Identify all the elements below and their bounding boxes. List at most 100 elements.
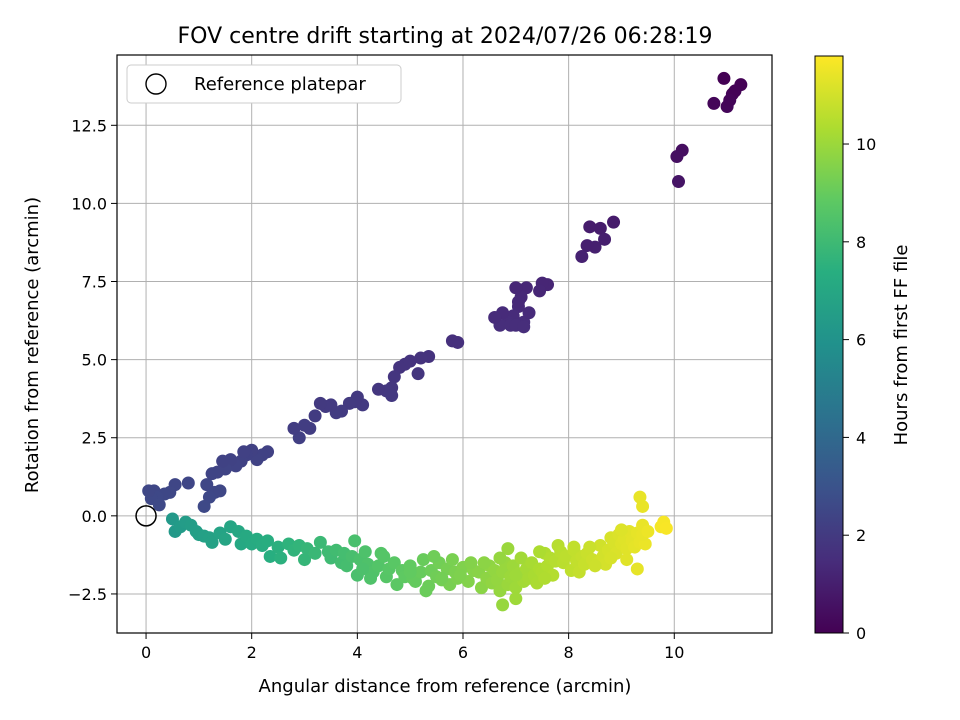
- scatter-point: [342, 396, 356, 410]
- scatter-point: [237, 445, 251, 459]
- scatter-point: [358, 545, 372, 559]
- scatter-point: [427, 549, 441, 563]
- scatter-point: [453, 568, 467, 582]
- scatter-point: [216, 454, 230, 468]
- scatter-point: [575, 250, 589, 264]
- scatter-point: [390, 578, 404, 592]
- scatter-point: [200, 478, 214, 492]
- scatter-point: [607, 215, 621, 229]
- scatter-point: [672, 175, 686, 189]
- y-tick-label: 5.0: [82, 351, 107, 370]
- scatter-point: [181, 476, 195, 490]
- x-tick-label: 10: [664, 643, 684, 662]
- scatter-point: [496, 598, 510, 612]
- scatter-point: [493, 551, 507, 565]
- data-points: [135, 71, 748, 612]
- scatter-point: [348, 534, 362, 548]
- scatter-point: [533, 545, 547, 559]
- y-axis-label: Rotation from reference (arcmin): [22, 197, 43, 493]
- legend-entry-reference: Reference platepar: [194, 74, 366, 95]
- x-axis-label: Angular distance from reference (arcmin): [259, 676, 632, 697]
- colorbar-ticks: 0 2 4 6 8 10: [843, 135, 876, 643]
- scatter-point: [509, 568, 523, 582]
- scatter-point: [435, 571, 449, 585]
- scatter-point: [514, 551, 528, 565]
- legend-box: [126, 64, 402, 104]
- scatter-point: [213, 484, 227, 498]
- scatter-point: [205, 535, 219, 549]
- legend: Reference platepar: [126, 64, 402, 104]
- scatter-point: [567, 540, 581, 554]
- scatter-point: [419, 584, 433, 598]
- colorbar-tick-label: 4: [856, 428, 866, 447]
- scatter-point: [451, 335, 465, 349]
- y-tick-label: 10.0: [71, 194, 107, 213]
- colorbar-label: Hours from first FF file: [891, 245, 912, 446]
- colorbar: 0 2 4 6 8 10 Hours from first FF file: [814, 55, 912, 643]
- y-tick-label: 2.5: [82, 429, 107, 448]
- y-axis-ticks: −2.5 0.0 2.5 5.0 7.5 10.0 12.5: [68, 116, 117, 604]
- scatter-point: [614, 523, 628, 537]
- scatter-point: [313, 535, 327, 549]
- scatter-point: [717, 71, 731, 85]
- y-tick-label: 0.0: [82, 507, 107, 526]
- colorbar-tick-label: 2: [856, 526, 866, 545]
- scatter-point: [416, 553, 430, 567]
- scatter-point: [583, 220, 597, 234]
- scatter-point: [659, 521, 673, 535]
- scatter-point: [517, 320, 531, 334]
- scatter-point: [501, 542, 515, 556]
- scatter-point: [377, 549, 391, 563]
- y-tick-label: 7.5: [82, 273, 107, 292]
- scatter-point: [488, 310, 502, 324]
- scatter-point: [308, 409, 322, 423]
- scatter-point: [261, 534, 275, 548]
- scatter-point: [533, 284, 547, 298]
- scatter-point: [142, 484, 156, 498]
- x-tick-label: 0: [141, 643, 151, 662]
- legend-marker-reference-icon: [145, 73, 167, 95]
- scatter-point: [598, 232, 612, 246]
- scatter-point: [604, 551, 618, 565]
- scatter-point: [364, 571, 378, 585]
- colorbar-gradient: [814, 55, 844, 634]
- x-tick-label: 6: [458, 643, 468, 662]
- scatter-point: [620, 553, 634, 567]
- scatter-point: [633, 490, 647, 504]
- scatter-point: [165, 512, 179, 526]
- scatter-point: [287, 421, 301, 435]
- plot-frame: [116, 54, 773, 634]
- reference-platepar-marker: [135, 505, 157, 527]
- scatter-point: [583, 540, 597, 554]
- scatter-point: [414, 351, 428, 365]
- scatter-point: [509, 592, 523, 606]
- colorbar-tick-label: 8: [856, 233, 866, 252]
- scatter-point: [477, 556, 491, 570]
- y-tick-label: −2.5: [68, 585, 107, 604]
- scatter-point: [522, 306, 536, 320]
- scatter-point: [707, 96, 721, 110]
- scatter-point: [511, 295, 525, 309]
- scatter-point: [385, 389, 399, 403]
- scatter-point: [445, 553, 459, 567]
- scatter-point: [538, 571, 552, 585]
- scatter-point: [580, 239, 594, 253]
- scatter-point: [263, 549, 277, 563]
- scatter-point: [464, 556, 478, 570]
- colorbar-tick-label: 0: [856, 624, 866, 643]
- scatter-point: [723, 93, 737, 107]
- chart-title: FOV centre drift starting at 2024/07/26 …: [178, 24, 713, 49]
- x-axis-ticks: 0 2 4 6 8 10: [141, 633, 684, 662]
- scatter-point: [411, 367, 425, 381]
- scatter-point: [197, 499, 211, 513]
- scatter-point: [630, 562, 644, 576]
- scatter-point: [509, 281, 523, 295]
- colorbar-tick-label: 10: [856, 135, 876, 154]
- scatter-point: [641, 524, 655, 538]
- scatter-point: [274, 551, 288, 565]
- scatter-point: [271, 540, 285, 554]
- colorbar-tick-label: 6: [856, 331, 866, 350]
- scatter-point: [356, 562, 370, 576]
- scatter-point: [403, 565, 417, 579]
